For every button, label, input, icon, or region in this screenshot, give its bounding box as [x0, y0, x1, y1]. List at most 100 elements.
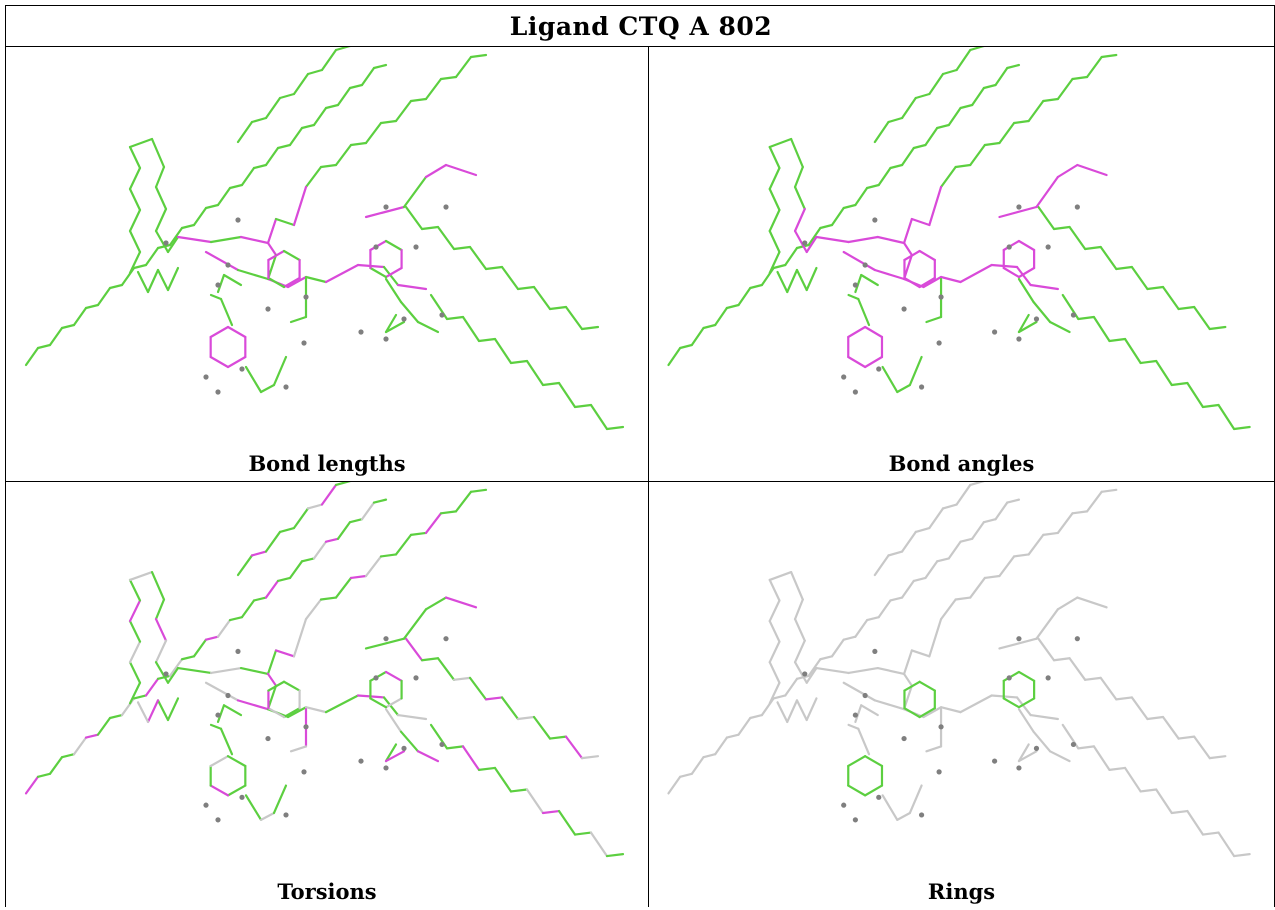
bond — [1092, 315, 1111, 343]
bond — [864, 355, 884, 369]
bond — [1201, 403, 1220, 409]
bond — [1155, 359, 1173, 387]
panel-torsions: Torsions — [6, 482, 648, 907]
bond — [364, 555, 383, 578]
bond — [259, 383, 276, 394]
bond — [324, 537, 340, 543]
bond — [1027, 99, 1045, 123]
bond — [830, 206, 845, 227]
bond — [901, 579, 915, 599]
bond — [461, 315, 481, 343]
bond — [36, 343, 52, 350]
bond — [971, 521, 985, 540]
bond — [166, 697, 180, 722]
bond — [150, 570, 166, 601]
bond — [399, 300, 420, 324]
bond — [954, 596, 972, 601]
bond — [369, 697, 388, 709]
bond — [108, 283, 124, 290]
atom — [301, 769, 307, 775]
bond — [1193, 735, 1211, 760]
bond — [204, 681, 240, 702]
atom — [401, 745, 407, 751]
bond — [910, 217, 931, 227]
bond — [772, 263, 787, 270]
bond — [334, 143, 353, 167]
bond — [436, 225, 456, 251]
bond — [384, 708, 403, 733]
bond — [939, 165, 957, 189]
bond — [790, 570, 804, 601]
bond — [300, 123, 316, 130]
bond — [1002, 266, 1021, 279]
atom — [918, 812, 925, 818]
bond — [1139, 359, 1158, 365]
bond — [1017, 697, 1036, 709]
bond — [439, 510, 458, 515]
atom — [301, 340, 307, 346]
bond — [384, 697, 403, 709]
bond — [819, 223, 834, 230]
bond — [420, 657, 440, 662]
bond — [278, 92, 296, 100]
bond — [236, 554, 254, 577]
bond — [128, 250, 142, 275]
atom — [383, 336, 389, 342]
bond — [216, 704, 226, 724]
bond — [548, 735, 568, 740]
bond — [842, 203, 857, 210]
bond — [292, 72, 310, 96]
atom — [1016, 204, 1022, 210]
bond — [292, 507, 310, 530]
bond — [922, 706, 943, 719]
bond — [793, 639, 806, 664]
bond — [1056, 163, 1079, 179]
bond — [509, 359, 529, 365]
atom — [862, 262, 868, 268]
bond — [336, 521, 352, 540]
bond — [959, 694, 993, 714]
bond — [1035, 175, 1059, 209]
bond — [925, 745, 943, 753]
bond — [876, 666, 906, 676]
bond — [192, 638, 208, 658]
atom — [1045, 244, 1051, 250]
bond — [768, 619, 781, 643]
bond — [819, 655, 834, 661]
bond — [477, 766, 497, 772]
bond — [96, 286, 112, 307]
bond — [1017, 320, 1038, 334]
bond — [396, 283, 428, 291]
bond — [360, 66, 376, 87]
bond — [847, 784, 867, 797]
bond — [222, 273, 243, 287]
bond — [864, 755, 884, 768]
atom — [215, 389, 221, 395]
bond — [815, 235, 850, 244]
bond — [1193, 305, 1211, 331]
bond — [509, 788, 529, 793]
bond — [877, 166, 892, 187]
bond — [282, 707, 301, 719]
atom — [383, 636, 389, 642]
atom — [876, 366, 882, 372]
bond — [379, 119, 398, 125]
bond — [461, 745, 481, 772]
bond — [548, 305, 568, 311]
bond — [128, 137, 154, 149]
bond — [1177, 305, 1196, 311]
bond — [847, 755, 867, 768]
bond — [768, 208, 781, 233]
bond — [240, 166, 256, 187]
bond — [452, 676, 472, 681]
bond — [1208, 325, 1227, 331]
bond — [369, 239, 388, 252]
panel-caption: Rings — [927, 879, 996, 904]
atom — [852, 817, 858, 823]
bond — [922, 275, 943, 289]
bond — [589, 403, 609, 431]
bond — [908, 355, 923, 387]
panel-bond-angles: Bond angles — [649, 47, 1274, 481]
bond — [690, 326, 705, 347]
bond — [209, 235, 243, 244]
